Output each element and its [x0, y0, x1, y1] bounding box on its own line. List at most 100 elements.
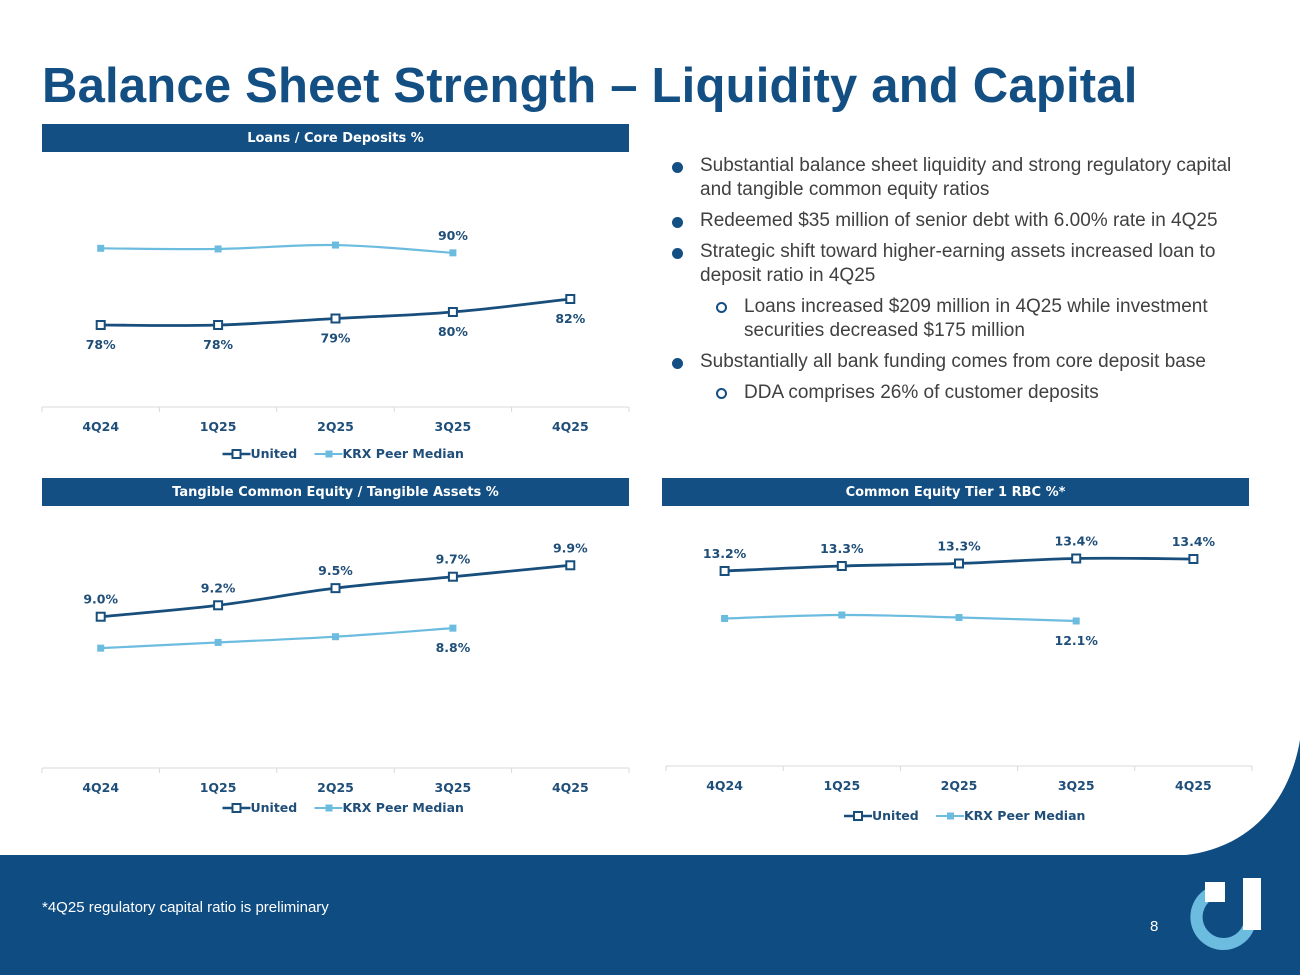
data-label: 78%	[86, 337, 116, 352]
peer-median-data-point	[97, 244, 105, 252]
legend-united-marker	[231, 803, 242, 813]
x-tick-label: 1Q25	[823, 778, 860, 793]
bullet-icon	[672, 248, 683, 259]
legend-peer-marker	[947, 812, 954, 820]
peer-median-series-line	[100, 243, 453, 254]
legend-peer-marker	[325, 804, 333, 812]
chart-loans-core-deposits: 4Q24 1Q25 2Q25 3Q25 4Q25 90% 78% 78% 79% 80% 82% Un…	[41, 228, 630, 461]
bullet-text: Redeemed $35 million of senior debt with…	[700, 210, 1218, 231]
data-label: 78%	[203, 337, 233, 352]
bullet-text: Substantial balance sheet liquidity and …	[700, 155, 1232, 200]
united-data-point	[565, 560, 576, 571]
chart-tce-ta: 4Q24 1Q25 2Q25 3Q25 4Q25 8.8% 9.0% 9.2% 9.5% 9.7%…	[41, 540, 630, 815]
x-tick-label: 4Q24	[82, 419, 119, 434]
bullet-item: Strategic shift toward higher-earning as…	[668, 240, 1258, 288]
x-tick-label: 1Q25	[200, 780, 237, 795]
bullet-item: Redeemed $35 million of senior debt with…	[668, 209, 1258, 233]
data-label: 13.3%	[937, 539, 981, 554]
x-tick-label: 3Q25	[435, 419, 472, 434]
united-data-point	[1071, 553, 1082, 564]
chart-title-tce-ta: Tangible Common Equity / Tangible Assets…	[42, 478, 629, 506]
bullet-list: Substantial balance sheet liquidity and …	[668, 154, 1258, 412]
x-tick-label: 2Q25	[941, 778, 978, 793]
united-data-point	[330, 313, 341, 324]
united-data-point	[565, 294, 576, 304]
peer-median-data-point	[955, 614, 963, 621]
legend-peer-marker	[325, 450, 333, 458]
x-tick-label: 4Q24	[706, 778, 743, 793]
united-data-point	[447, 307, 458, 317]
x-tick-label: 2Q25	[317, 419, 354, 434]
sub-bullet-item: Loans increased $209 million in 4Q25 whi…	[668, 295, 1258, 343]
data-label: 9.2%	[201, 580, 236, 595]
united-data-point	[447, 571, 458, 582]
data-label: 13.4%	[1055, 534, 1099, 549]
united-data-point	[330, 583, 341, 594]
data-label: 9.0%	[83, 592, 118, 607]
footnote: *4Q25 regulatory capital ratio is prelim…	[42, 899, 329, 916]
sub-bullet-item: DDA comprises 26% of customer deposits	[668, 381, 1258, 405]
united-data-point	[1188, 554, 1199, 564]
united-data-point	[95, 611, 106, 622]
bullet-text: Substantially all bank funding comes fro…	[700, 351, 1206, 372]
peer-median-series-line	[100, 627, 453, 650]
legend-peer-label: KRX Peer Median	[343, 800, 464, 815]
x-tick-label: 4Q25	[1175, 778, 1212, 793]
bullet-icon	[672, 358, 683, 369]
legend-peer-label: KRX Peer Median	[964, 808, 1085, 823]
peer-median-data-point	[214, 638, 222, 646]
united-data-point	[213, 320, 224, 330]
legend-united-marker	[853, 811, 863, 821]
bullet-item: Substantial balance sheet liquidity and …	[668, 154, 1258, 202]
peer-median-data-point	[721, 615, 729, 622]
united-data-point	[95, 320, 106, 330]
x-tick-label: 4Q25	[552, 419, 589, 434]
united-data-point	[719, 566, 730, 576]
peer-median-data-point	[449, 624, 457, 632]
legend-peer-label: KRX Peer Median	[343, 446, 464, 461]
x-tick-label: 4Q25	[552, 780, 589, 795]
x-tick-label: 2Q25	[317, 780, 354, 795]
footer-band	[0, 855, 1300, 975]
x-tick-label: 1Q25	[200, 419, 237, 434]
bullet-text: DDA comprises 26% of customer deposits	[744, 382, 1099, 403]
peer-median-data-point	[838, 611, 846, 619]
legend-united-label: United	[251, 446, 298, 461]
data-label: 9.7%	[436, 552, 471, 567]
chart-title-loans-core-deposits: Loans / Core Deposits %	[42, 124, 629, 152]
legend-united-label: United	[251, 800, 298, 815]
united-data-point	[954, 558, 964, 569]
data-label: 13.2%	[703, 546, 747, 561]
data-label: 13.4%	[1172, 534, 1216, 549]
united-data-point	[213, 600, 224, 611]
peer-median-data-point	[1072, 617, 1080, 625]
data-label: 9.9%	[553, 540, 588, 555]
legend-united-marker	[231, 449, 242, 459]
data-label: 12.1%	[1055, 633, 1099, 648]
data-label: 80%	[438, 324, 468, 339]
x-tick-label: 4Q24	[82, 780, 119, 795]
data-label: 13.3%	[820, 541, 864, 556]
chart-title-cet1: Common Equity Tier 1 RBC %*	[662, 478, 1249, 506]
united-data-point	[836, 561, 847, 571]
peer-median-data-point	[214, 245, 222, 253]
hollow-bullet-icon	[716, 388, 727, 399]
data-label: 82%	[555, 311, 585, 326]
x-tick-label: 3Q25	[435, 780, 472, 795]
peer-median-data-point	[449, 249, 457, 257]
page-title: Balance Sheet Strength – Liquidity and C…	[42, 59, 1138, 113]
peer-median-data-point	[332, 241, 339, 249]
data-label: 90%	[438, 228, 468, 243]
legend-united-label: United	[872, 808, 919, 823]
bullet-icon	[672, 162, 683, 173]
peer-median-data-point	[332, 633, 339, 641]
peer-median-series-line	[724, 613, 1077, 623]
data-label: 79%	[321, 331, 351, 346]
hollow-bullet-icon	[716, 302, 727, 313]
bullet-text: Strategic shift toward higher-earning as…	[700, 241, 1216, 286]
page-number: 8	[1150, 918, 1159, 935]
data-label: 8.8%	[436, 640, 471, 655]
company-logo-icon	[1190, 878, 1261, 950]
x-tick-label: 3Q25	[1058, 778, 1095, 793]
